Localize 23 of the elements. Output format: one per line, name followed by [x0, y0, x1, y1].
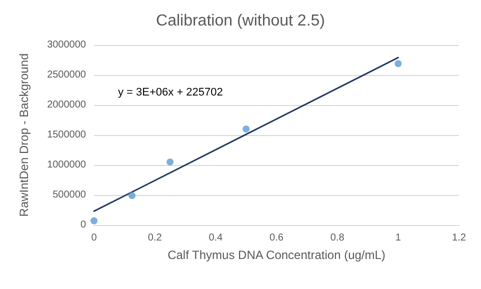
x-tick-label: 0.4 — [208, 232, 224, 244]
y-axis-title: RawIntDen Drop - Background — [17, 53, 31, 217]
point — [166, 158, 174, 166]
x-tick-label: 0.2 — [148, 232, 162, 244]
annotation: y = 3E+06x + 225702 — [118, 86, 223, 98]
x-axis-title: Calf Thymus DNA Concentration (ug/mL) — [168, 248, 386, 262]
point — [242, 126, 250, 132]
y-tick-label: 2000000 — [47, 100, 86, 110]
point — [90, 217, 98, 224]
y-tick-label: 2500000 — [47, 70, 86, 80]
y-tick-label: 0 — [80, 220, 86, 230]
y-tick-label: 500000 — [52, 190, 86, 200]
x-tick-label: 1 — [395, 232, 402, 244]
x-tick-label: 0.6 — [270, 232, 284, 244]
x-tick-label: 0.8 — [330, 232, 345, 244]
y-tick-label: 1500000 — [47, 130, 86, 140]
x-tick-label: 0 — [91, 232, 98, 244]
chart-title: Calibration (without 2.5) — [156, 12, 325, 30]
x-tick-label: 1.2 — [452, 232, 466, 244]
point — [128, 192, 136, 200]
y-tick-label: 3000000 — [47, 40, 86, 50]
y-tick-label: 1000000 — [47, 160, 86, 170]
point — [394, 60, 402, 68]
